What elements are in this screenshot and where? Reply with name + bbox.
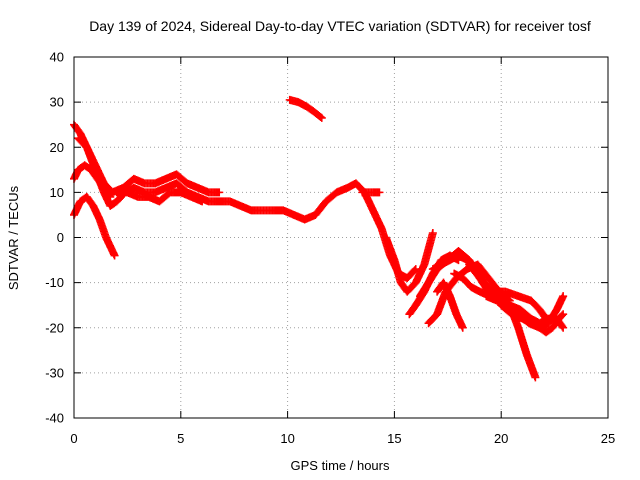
y-tick-label: -30 bbox=[45, 365, 64, 380]
x-tick-label: 5 bbox=[177, 431, 184, 446]
series-track-13 bbox=[433, 278, 467, 332]
data-point bbox=[559, 323, 568, 332]
y-tick-label: 20 bbox=[50, 140, 64, 155]
series-track-18 bbox=[505, 301, 568, 332]
data-point bbox=[458, 323, 467, 332]
data-point bbox=[558, 322, 567, 331]
y-tick-label: 40 bbox=[50, 50, 64, 65]
series-track-6 bbox=[358, 188, 384, 197]
data-point bbox=[316, 112, 325, 121]
y-tick-label: 10 bbox=[50, 185, 64, 200]
data-point bbox=[375, 188, 384, 197]
y-tick-label: -10 bbox=[45, 275, 64, 290]
series-track-8 bbox=[381, 228, 437, 296]
series-track-7 bbox=[285, 95, 326, 122]
y-tick-label: 30 bbox=[50, 95, 64, 110]
y-axis-label: SDTVAR / TECUs bbox=[6, 185, 21, 290]
y-tick-label: -40 bbox=[45, 411, 64, 426]
x-tick-label: 0 bbox=[70, 431, 77, 446]
data-point bbox=[428, 228, 437, 237]
data-point bbox=[410, 266, 419, 275]
series-track-4 bbox=[74, 134, 420, 283]
x-tick-label: 25 bbox=[601, 431, 615, 446]
data-point bbox=[505, 301, 514, 310]
x-axis-label: GPS time / hours bbox=[291, 458, 390, 473]
y-tick-label: 0 bbox=[57, 230, 64, 245]
data-point bbox=[559, 310, 568, 319]
data-point bbox=[110, 251, 119, 260]
data-point bbox=[558, 311, 567, 320]
data-point bbox=[531, 373, 540, 382]
tick-labels: 0 5 10 15 20 25 -40 -30 -20 -10 0 10 20 30 40 bbox=[45, 50, 615, 447]
data-point bbox=[317, 113, 326, 122]
series-track-19 bbox=[450, 269, 514, 310]
x-tick-label: 15 bbox=[387, 431, 401, 446]
series-track-5 bbox=[112, 188, 207, 206]
y-tick-label: -20 bbox=[45, 320, 64, 335]
chart-title: Day 139 of 2024, Sidereal Day-to-day VTE… bbox=[89, 18, 591, 34]
data-series bbox=[70, 95, 568, 382]
data-point bbox=[215, 188, 224, 197]
x-tick-label: 20 bbox=[494, 431, 508, 446]
data-point bbox=[198, 197, 207, 206]
axis-ticks bbox=[73, 56, 609, 419]
data-point bbox=[559, 292, 568, 301]
x-tick-label: 10 bbox=[280, 431, 294, 446]
